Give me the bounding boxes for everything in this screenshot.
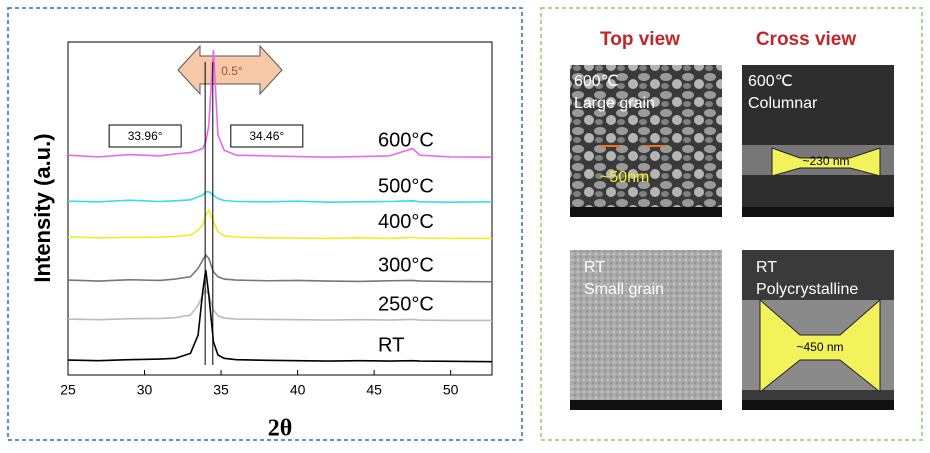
series-label: 300°C <box>378 254 434 276</box>
thickness-marker <box>771 147 881 177</box>
left-frame <box>7 7 523 441</box>
right-frame <box>540 7 923 441</box>
x-tick-label: 30 <box>137 382 153 398</box>
x-tick-label: 40 <box>290 382 306 398</box>
x-tick-label: 25 <box>60 382 76 398</box>
xrd-curve <box>67 269 493 363</box>
column-header: Cross view <box>756 29 857 50</box>
xrd-curve <box>67 49 493 159</box>
annotation-box <box>108 124 182 148</box>
panel-subtitle: Large grain <box>574 95 655 112</box>
panel-subtitle: Small grain <box>584 281 664 298</box>
sem-image <box>570 65 722 217</box>
annotation-box <box>230 124 304 148</box>
sem-image <box>742 65 894 217</box>
y-axis-label: Intensity (a.u.) <box>30 133 55 282</box>
series-label: 500°C <box>378 175 434 197</box>
panel-subtitle: Polycrystalline <box>756 281 858 298</box>
sem-footer <box>742 207 894 217</box>
sem-image <box>570 250 722 410</box>
sem-footer <box>570 207 722 217</box>
xrd-curve <box>67 208 492 240</box>
sem-footer <box>570 400 722 410</box>
series-label: 400°C <box>378 211 434 233</box>
x-tick-label: 50 <box>443 382 459 398</box>
size-label: ~230 nm <box>802 154 849 168</box>
panel-title: 600℃ <box>748 73 793 90</box>
column-header: Top view <box>600 29 680 50</box>
xrd-curve <box>67 253 493 283</box>
size-label: ~450 nm <box>796 340 843 354</box>
x-tick-label: 35 <box>213 382 229 398</box>
xrd-curve <box>67 288 492 322</box>
series-label: 600°C <box>378 130 434 152</box>
xrd-plot: Intensity (a.u.) 2θ 0.5° 25 30 35 40 45 50 600… <box>30 41 493 442</box>
shift-arrow <box>177 44 283 96</box>
plot-frame <box>67 41 493 376</box>
x-tick-label: 45 <box>366 382 382 398</box>
thickness-marker <box>759 298 881 394</box>
size-label: ~50nm <box>600 169 649 186</box>
sem-footer <box>742 400 894 410</box>
series-label: 250°C <box>378 293 434 315</box>
sem-panel: Top view Cross view 600℃ Large grain ~50… <box>570 29 894 410</box>
xrd-curve <box>67 191 493 203</box>
annotation-label: 34.46° <box>249 129 284 143</box>
x-axis-label: 2θ <box>268 416 293 442</box>
shift-label: 0.5° <box>221 64 243 78</box>
panel-title: RT <box>756 259 777 276</box>
panel-title: RT <box>584 259 605 276</box>
panel-subtitle: Columnar <box>748 95 818 112</box>
panel-title: 600℃ <box>574 73 619 90</box>
series-label: RT <box>378 334 404 356</box>
annotation-label: 33.96° <box>128 129 163 143</box>
